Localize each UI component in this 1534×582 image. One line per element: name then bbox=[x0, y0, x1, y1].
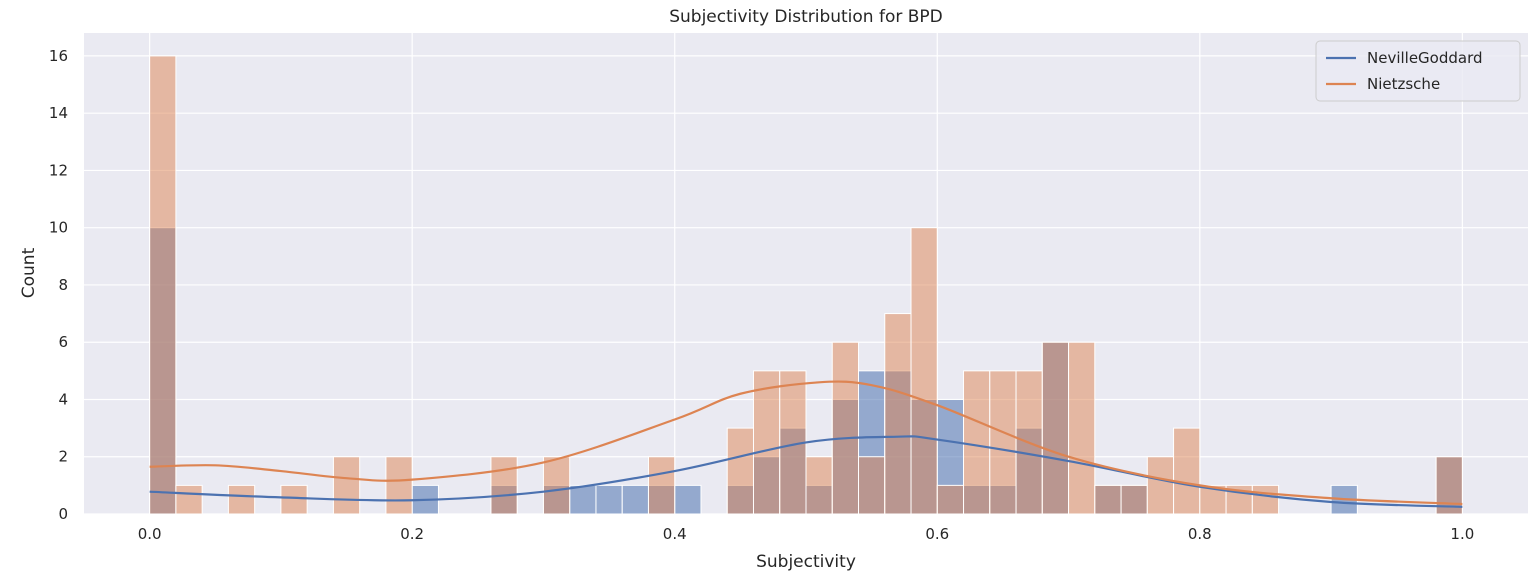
nietzsche-kde-line bbox=[149, 380, 1463, 506]
nevillegoddard-bar bbox=[595, 484, 623, 515]
nietzsche-bar bbox=[1120, 484, 1148, 515]
chart-title: Subjectivity Distribution for BPD bbox=[669, 7, 943, 27]
x-tick-label: 1.0 bbox=[1450, 525, 1474, 543]
nietzsche-bar bbox=[490, 456, 518, 515]
nietzsche-bar bbox=[726, 427, 754, 515]
nietzsche-bar bbox=[752, 370, 781, 515]
x-tick-label: 0.2 bbox=[400, 525, 424, 543]
nietzsche-bar bbox=[280, 484, 308, 515]
x-tick-label: 0.8 bbox=[1188, 525, 1212, 543]
nietzsche-bar bbox=[1146, 456, 1175, 515]
nietzsche-bar bbox=[989, 370, 1017, 515]
x-axis-ticks: 0.0 0.2 0.4 0.6 0.8 1.0 bbox=[138, 525, 1475, 543]
nietzsche-bar bbox=[227, 484, 256, 515]
nietzsche-bar bbox=[910, 227, 938, 515]
x-tick-label: 0.4 bbox=[663, 525, 687, 543]
y-axis-ticks: 0 2 4 6 8 10 12 14 16 bbox=[49, 47, 68, 523]
nevillegoddard-bar bbox=[621, 484, 649, 515]
nevillegoddard-bar bbox=[569, 484, 597, 515]
legend-label-nevillegoddard: NevilleGoddard bbox=[1367, 49, 1483, 67]
nietzsche-bar bbox=[385, 456, 413, 515]
nietzsche-bar bbox=[1094, 484, 1122, 515]
y-tick-label: 8 bbox=[58, 276, 68, 294]
y-tick-label: 2 bbox=[58, 448, 68, 466]
nietzsche-bar bbox=[805, 456, 833, 515]
nietzsche-bar bbox=[332, 456, 361, 515]
y-tick-label: 12 bbox=[49, 161, 68, 179]
nietzsche-bar bbox=[1041, 341, 1070, 515]
x-tick-label: 0.0 bbox=[138, 525, 162, 543]
legend: NevilleGoddard Nietzsche bbox=[1315, 40, 1521, 102]
nietzsche-bar bbox=[175, 484, 203, 515]
nietzsche-bar bbox=[936, 484, 965, 515]
grid-lines bbox=[84, 33, 1528, 515]
nietzsche-bar bbox=[542, 456, 571, 515]
nietzsche-bar bbox=[831, 341, 860, 515]
legend-label-nietzsche: Nietzsche bbox=[1367, 75, 1440, 93]
nietzsche-bar bbox=[1173, 427, 1201, 515]
y-tick-label: 6 bbox=[58, 333, 68, 351]
nevillegoddard-bar bbox=[674, 484, 702, 515]
y-tick-label: 14 bbox=[49, 104, 68, 122]
y-tick-label: 10 bbox=[49, 219, 68, 237]
nietzsche-bar bbox=[647, 456, 676, 515]
nietzsche-bar bbox=[858, 456, 886, 515]
x-axis-title: Subjectivity bbox=[756, 552, 856, 572]
nietzsche-bar bbox=[1068, 341, 1096, 515]
y-tick-label: 4 bbox=[58, 390, 68, 408]
nietzsche-bar bbox=[884, 313, 912, 515]
nevillegoddard-kde-line bbox=[149, 435, 1463, 508]
y-axis-title: Count bbox=[19, 247, 39, 298]
x-tick-label: 0.6 bbox=[925, 525, 949, 543]
nietzsche-bar bbox=[963, 370, 991, 515]
nietzsche-bar bbox=[149, 55, 177, 515]
y-tick-label: 0 bbox=[58, 505, 68, 523]
kde-curves bbox=[149, 380, 1463, 508]
y-tick-label: 16 bbox=[49, 47, 68, 65]
legend-box bbox=[1315, 40, 1521, 102]
nietzsche-bar bbox=[1251, 484, 1280, 515]
